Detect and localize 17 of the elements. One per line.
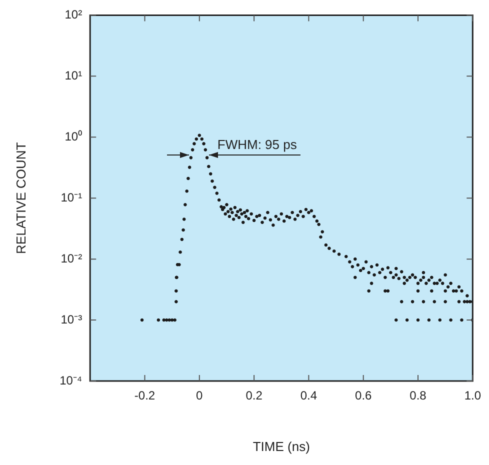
y-tick-label: 10² — [64, 8, 82, 22]
x-tick-label: 0.8 — [410, 388, 427, 403]
y-tick-label: 10⁰ — [64, 129, 82, 144]
y-tick-label: 10⁻¹ — [60, 190, 82, 204]
y-tick-label: 10¹ — [64, 68, 82, 82]
y-tick-label: 10⁻³ — [60, 312, 82, 326]
x-tick-label: -0.2 — [134, 388, 156, 403]
annotation: FWHM: 95 ps — [217, 137, 297, 152]
x-tick-label: 0 — [196, 388, 204, 403]
y-tick-label: 10⁻² — [60, 251, 82, 266]
x-axis-title: TIME (ns) — [252, 438, 310, 454]
x-tick-label: 1.0 — [464, 388, 482, 403]
y-axis-title: RELATIVE COUNT — [13, 142, 28, 254]
x-tick-label: 0.2 — [246, 388, 263, 403]
y-tick-label: 10⁻⁴ — [60, 373, 82, 388]
x-tick-label: 0.6 — [355, 388, 372, 403]
x-tick-label: 0.4 — [300, 388, 318, 403]
